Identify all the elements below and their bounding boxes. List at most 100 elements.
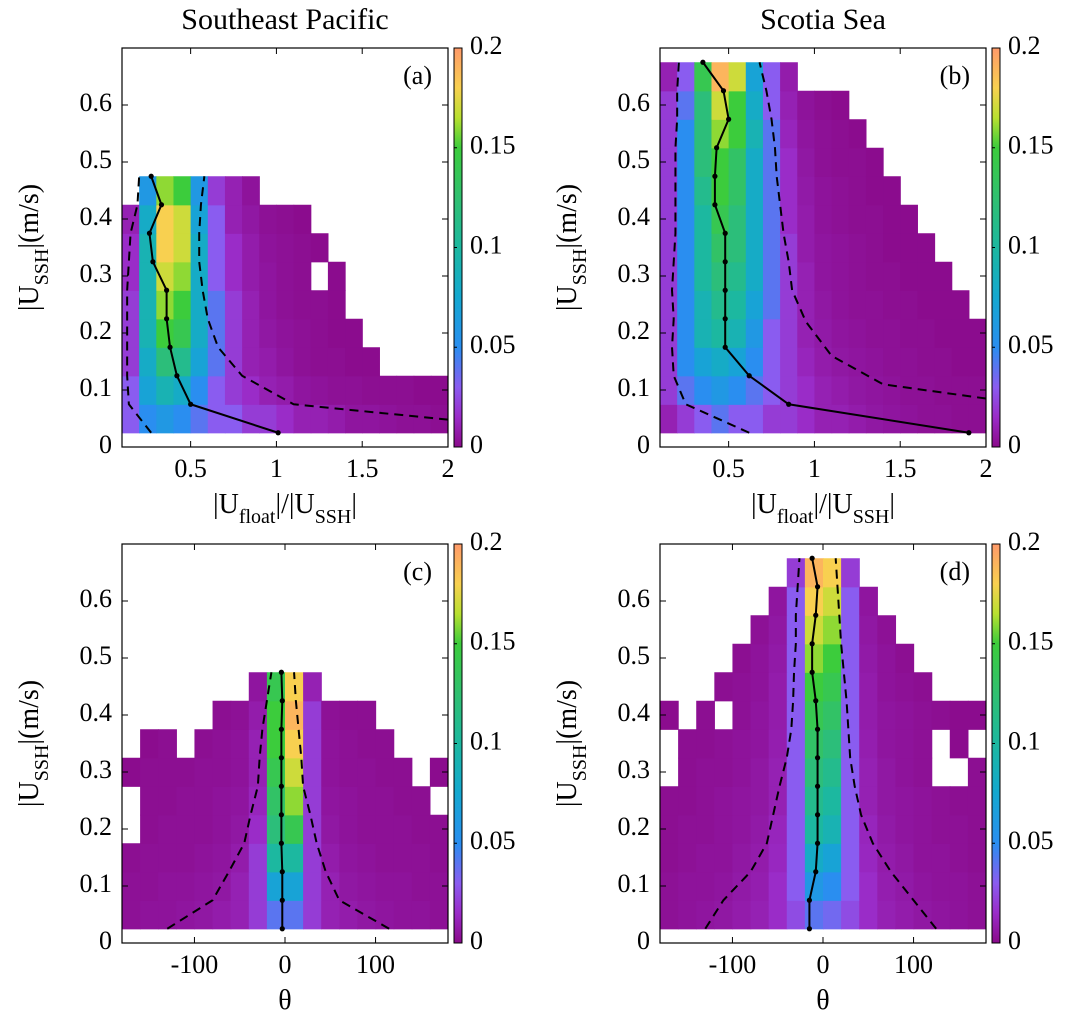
contour-cell	[895, 900, 915, 930]
line-marker	[164, 287, 170, 293]
contour-cell	[158, 757, 177, 787]
contour-cell	[823, 814, 842, 844]
contour-cell	[411, 871, 431, 901]
contour-cell	[140, 900, 159, 930]
contour-cell	[696, 729, 715, 759]
contour-cell	[786, 757, 806, 787]
contour-cell	[865, 176, 884, 206]
contour-cell	[207, 233, 226, 263]
contour-cell	[786, 729, 806, 759]
contour-cell	[841, 871, 860, 901]
contour-cell	[917, 261, 936, 291]
contour-cell	[393, 843, 413, 873]
contour-cell	[660, 700, 679, 730]
contour-cell	[900, 375, 918, 405]
contour-cell	[140, 729, 159, 759]
contour-cell	[841, 814, 860, 844]
contour-cell	[224, 204, 243, 234]
contour-cell	[859, 643, 878, 673]
contour-cell	[375, 843, 395, 873]
contour-cell	[429, 843, 448, 873]
contour-cell	[762, 176, 781, 206]
contour-cell	[393, 900, 413, 930]
contour-cell	[951, 290, 970, 320]
y-tick-label: 0.6	[618, 88, 651, 117]
contour-cell	[728, 90, 747, 120]
contour-cell	[194, 900, 214, 930]
contour-cell	[212, 900, 232, 930]
y-axis-label-part: SSH	[569, 249, 591, 286]
contour-cell	[660, 176, 678, 206]
contour-cell	[750, 814, 770, 844]
contour-cell	[156, 318, 175, 348]
contour-cell	[786, 643, 806, 673]
contour-cell	[750, 615, 770, 645]
contour-cell	[212, 700, 232, 730]
contour-cell	[190, 261, 209, 291]
contour-cell	[310, 347, 329, 377]
contour-cell	[877, 757, 897, 787]
contour-cell	[797, 147, 816, 177]
contour-cell	[711, 318, 730, 348]
contour-cell	[694, 318, 713, 348]
contour-cell	[732, 814, 752, 844]
contour-cell	[660, 147, 678, 177]
x-tick-label: 2	[980, 454, 993, 483]
line-marker	[188, 401, 194, 407]
dashed-line	[166, 672, 273, 930]
contour-cell	[660, 786, 679, 816]
contour-cell	[883, 347, 901, 377]
contour-cell	[276, 404, 295, 434]
median-line	[148, 175, 279, 434]
contour-cell	[883, 290, 901, 320]
contour-cell	[156, 261, 175, 291]
contour-cell	[158, 871, 177, 901]
contour-cell	[339, 729, 359, 759]
contour-cell	[156, 404, 175, 434]
contour-cell	[173, 318, 192, 348]
line-marker	[714, 145, 720, 151]
contour-cell	[194, 814, 214, 844]
contour-cell	[660, 204, 678, 234]
contour-cell	[190, 290, 209, 320]
contour-cell	[900, 204, 918, 234]
contour-cell	[917, 318, 936, 348]
dashed-line	[834, 558, 937, 930]
contour-cell	[345, 347, 363, 377]
contour-cell	[660, 814, 679, 844]
y-tick-label: 0.1	[618, 373, 651, 402]
x-tick-label: 1	[808, 454, 821, 483]
contour-cell	[831, 147, 850, 177]
contour-cell	[293, 290, 312, 320]
y-tick-label: 0	[637, 926, 650, 955]
x-axis-label: θ	[816, 985, 829, 1016]
contour-cell	[780, 119, 798, 149]
axes-frame	[121, 47, 449, 448]
colorbar-tick-label: 0	[470, 926, 483, 955]
contour-cell	[321, 843, 340, 873]
contour-cell	[780, 290, 798, 320]
colorbar-tick-label: 0.1	[1008, 230, 1041, 259]
contour-cell	[814, 404, 833, 434]
contour-cell	[293, 347, 312, 377]
contour-field	[660, 59, 986, 436]
contour-cell	[745, 318, 764, 348]
contour-cell	[823, 843, 842, 873]
y-axis-label-part: SSH	[31, 249, 53, 286]
contour-cell	[266, 786, 286, 816]
y-tick-label: 0.5	[80, 641, 113, 670]
contour-cell	[242, 404, 260, 434]
contour-cell	[362, 375, 380, 405]
contour-cell	[303, 729, 322, 759]
contour-cell	[768, 814, 788, 844]
y-tick-label: 0.3	[618, 755, 651, 784]
contour-cell	[949, 786, 969, 816]
contour-cell	[139, 261, 157, 291]
contour-cell	[677, 119, 695, 149]
contour-cell	[877, 843, 897, 873]
x-axis-label-part: SSH	[315, 506, 352, 528]
contour-cell	[762, 261, 781, 291]
contour-cell	[804, 814, 824, 844]
contour-cell	[728, 62, 747, 92]
contour-cell	[848, 318, 867, 348]
